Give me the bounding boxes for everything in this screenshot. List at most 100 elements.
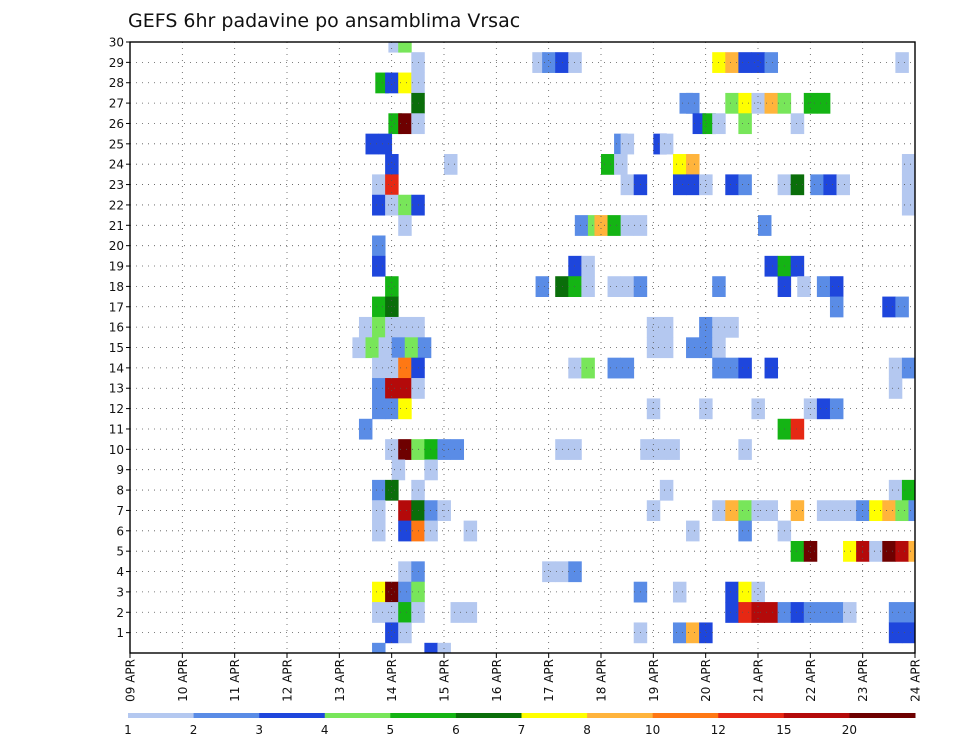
heatmap-cell: [607, 276, 622, 297]
heatmap-cell: [372, 602, 386, 623]
heatmap-cell: [751, 92, 765, 114]
heatmap-cell: [385, 622, 399, 644]
x-tick-label: 09 APR: [124, 659, 138, 702]
heatmap-cell: [568, 561, 582, 583]
heatmap-cell: [686, 174, 700, 196]
x-tick-label: 20 APR: [699, 659, 713, 702]
heatmap-cell: [450, 439, 465, 460]
heatmap-cell: [385, 154, 399, 175]
y-tick-label: 11: [109, 422, 124, 436]
heatmap-cell: [372, 174, 386, 196]
heatmap-cell: [901, 622, 916, 644]
heatmap-cell: [659, 316, 674, 338]
heatmap-cell: [790, 174, 805, 196]
y-tick-label: 28: [109, 76, 124, 90]
heatmap-cell: [738, 92, 752, 114]
heatmap-cell: [790, 540, 805, 562]
heatmap-cell: [725, 357, 739, 379]
legend-swatch: [259, 713, 326, 718]
heatmap-cell: [385, 194, 399, 216]
heatmap-cell: [901, 357, 916, 379]
heatmap-cell: [790, 418, 805, 440]
heatmap-cell: [843, 540, 857, 562]
heatmap-cell: [816, 602, 831, 623]
heatmap-cell: [659, 337, 674, 359]
legend-swatch: [718, 713, 785, 718]
heatmap-cell: [398, 72, 412, 94]
legend-label: 6: [452, 723, 460, 737]
heatmap-cell: [398, 42, 412, 53]
heatmap-cell: [463, 602, 478, 623]
legend-label: 1: [124, 723, 132, 737]
heatmap-cell: [385, 357, 399, 379]
heatmap-cell: [424, 439, 438, 460]
heatmap-cell: [398, 520, 412, 542]
y-tick-label: 15: [109, 341, 124, 355]
heatmap-cell: [620, 276, 635, 297]
heatmap-cell: [659, 133, 674, 155]
y-tick-label: 19: [109, 260, 124, 274]
heatmap-cell: [725, 92, 739, 114]
heatmap-cell: [895, 500, 909, 522]
heatmap-cell: [581, 276, 595, 297]
heatmap-cell: [358, 418, 373, 440]
heatmap-cell: [391, 459, 406, 481]
heatmap-cell: [398, 215, 412, 236]
heatmap-cell: [816, 398, 831, 420]
heatmap-cell: [398, 561, 412, 583]
heatmap-cell: [888, 378, 903, 399]
heatmap-cell: [764, 602, 779, 623]
heatmap-cell: [388, 42, 402, 53]
heatmap-cell: [391, 337, 406, 359]
x-tick-label: 14 APR: [385, 659, 399, 702]
heatmap-cell: [725, 602, 739, 623]
heatmap-cell: [372, 357, 386, 379]
y-tick-label: 30: [109, 36, 124, 50]
heatmap-cell: [823, 174, 837, 196]
heatmap-cell: [568, 255, 582, 277]
heatmap-cell: [882, 540, 896, 562]
heatmap-cell: [574, 215, 589, 236]
heatmap-cell: [816, 276, 831, 297]
heatmap-cell: [646, 316, 661, 338]
heatmap-cell: [620, 357, 635, 379]
heatmap-cell: [790, 113, 805, 135]
heatmap-cell: [404, 337, 419, 359]
y-tick-label: 3: [116, 585, 124, 599]
heatmap-cell: [672, 581, 687, 603]
x-tick-label: 12 APR: [281, 659, 295, 702]
heatmap-cell: [686, 337, 700, 359]
heatmap-cell: [725, 500, 739, 522]
y-tick-label: 16: [109, 321, 124, 335]
legend-swatch: [652, 713, 719, 718]
heatmap-cell: [888, 622, 903, 644]
heatmap-cell: [901, 194, 916, 216]
heatmap-cell: [568, 357, 582, 379]
heatmap-cell: [829, 500, 844, 522]
heatmap-cell: [888, 357, 903, 379]
heatmap-cell: [829, 398, 844, 420]
heatmap-cell: [810, 174, 824, 196]
heatmap-cell: [398, 398, 412, 420]
y-tick-label: 18: [109, 280, 124, 294]
y-tick-label: 12: [109, 402, 124, 416]
heatmap-cell: [450, 602, 465, 623]
heatmap-cell: [653, 439, 667, 460]
legend-swatch: [324, 713, 391, 718]
heatmap-cell: [672, 622, 687, 644]
heatmap-cell: [790, 255, 805, 277]
heatmap-cell: [385, 378, 399, 399]
heatmap-cell: [836, 174, 850, 196]
y-tick-label: 1: [116, 626, 124, 640]
heatmap-cell: [398, 602, 412, 623]
heatmap-cell: [725, 52, 739, 73]
heatmap-cell: [398, 316, 412, 338]
heatmap-cell: [901, 602, 916, 623]
legend-label: 8: [583, 723, 591, 737]
heatmap-cell: [385, 276, 399, 297]
heatmap-cell: [398, 500, 412, 522]
legend-label: 10: [645, 723, 660, 737]
heatmap-cell: [555, 52, 569, 73]
heatmap-cell: [372, 296, 386, 318]
legend-swatch: [783, 713, 850, 718]
